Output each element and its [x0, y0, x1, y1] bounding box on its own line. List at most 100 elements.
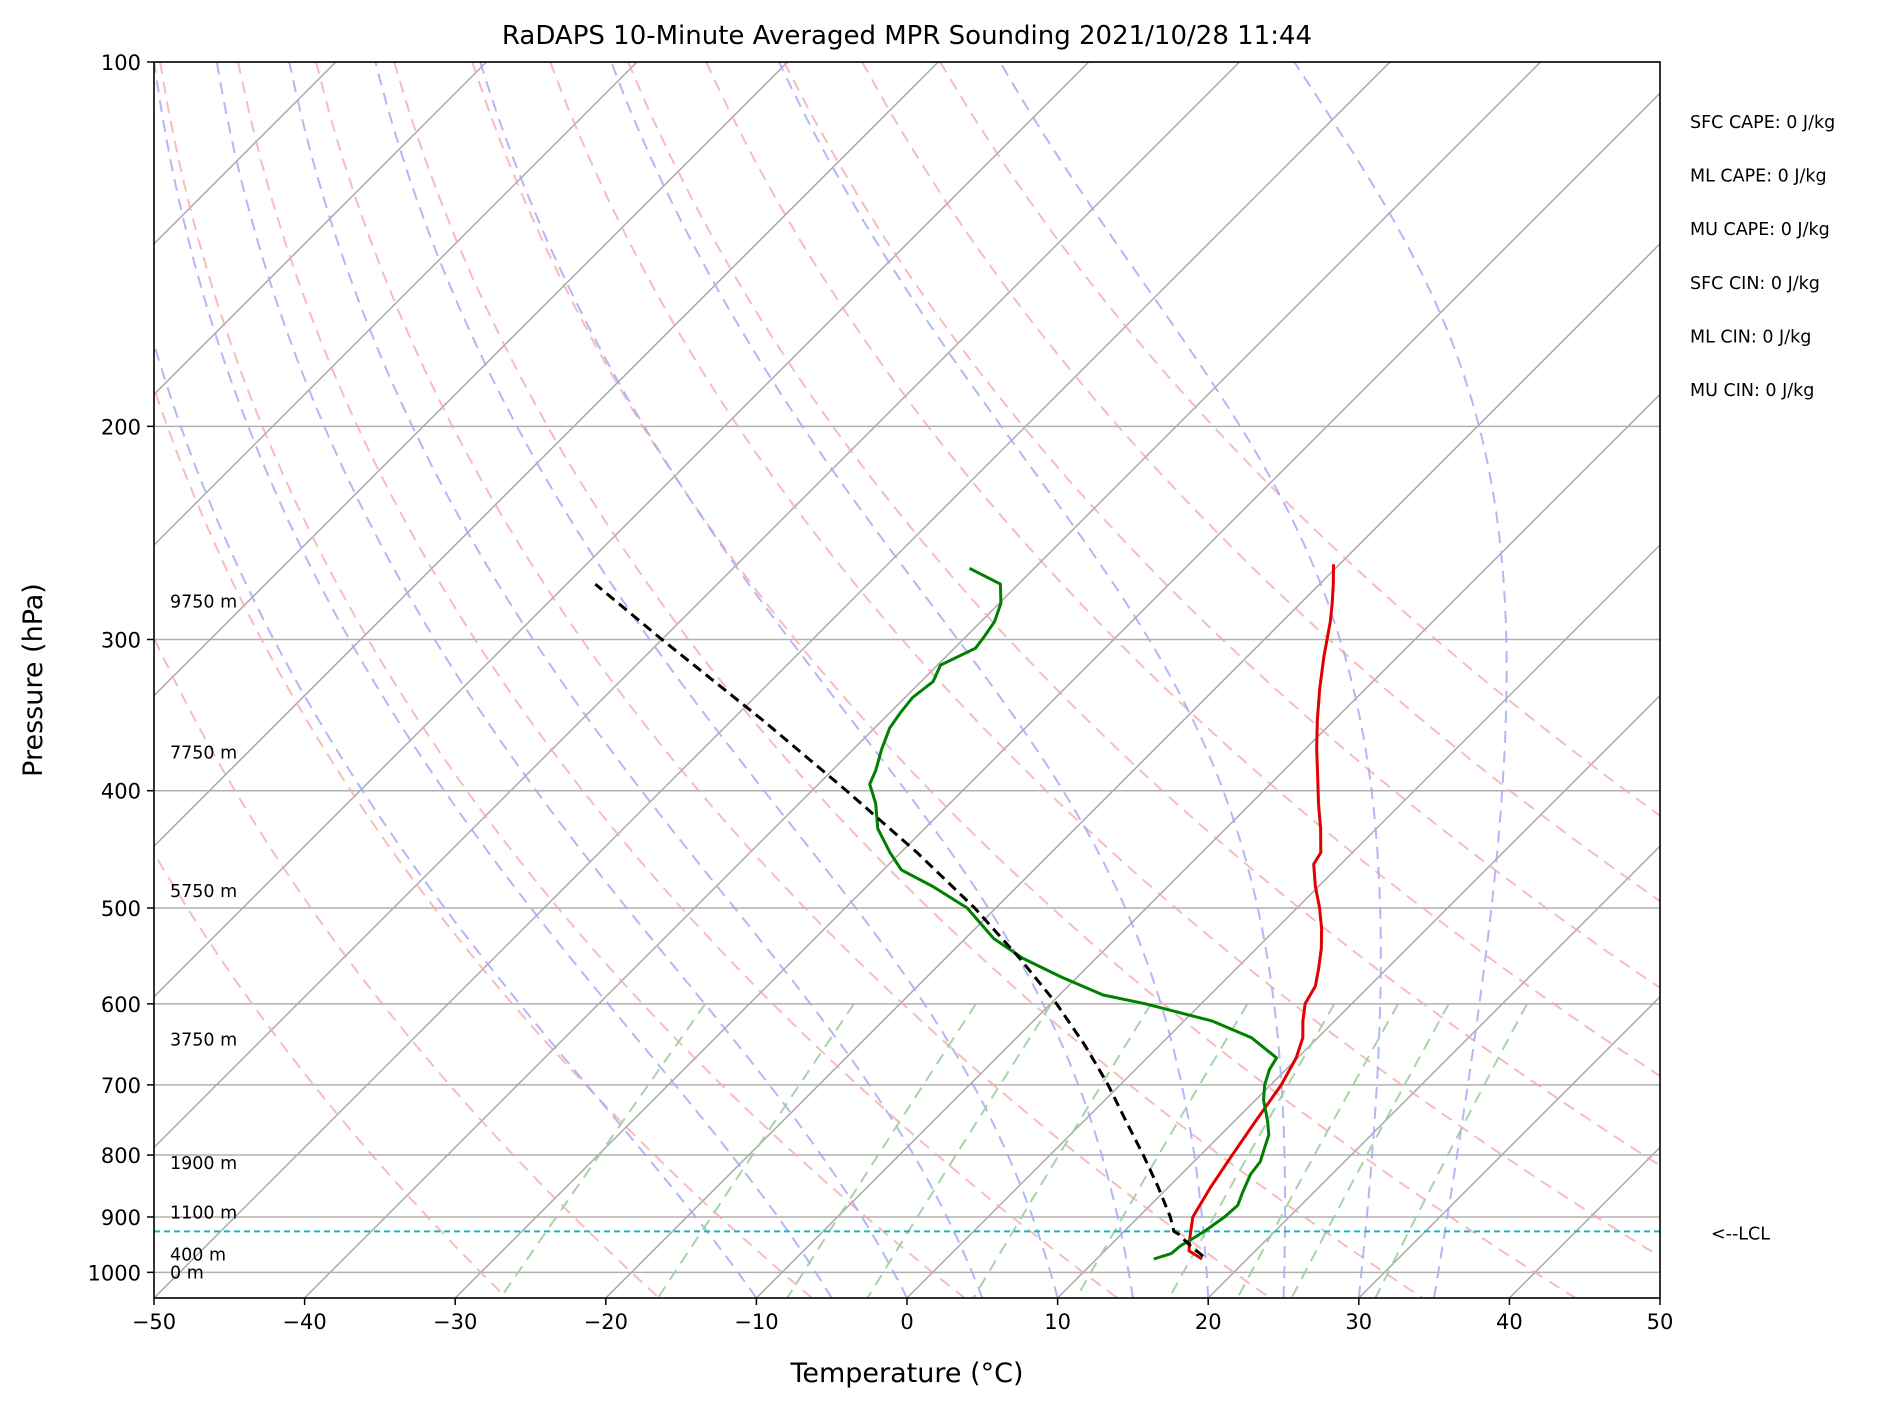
x-tick-label: −10 — [734, 1310, 778, 1334]
y-tick-label: 600 — [101, 993, 141, 1017]
y-tick-label: 800 — [101, 1144, 141, 1168]
x-tick-label: −30 — [433, 1310, 477, 1334]
mixing-ratio-line — [1168, 1003, 1336, 1298]
isotherm-line — [1358, 995, 1660, 1298]
x-tick-label: 50 — [1647, 1310, 1674, 1334]
mixing-ratio-line — [786, 1003, 977, 1298]
chart-title: RaDAPS 10-Minute Averaged MPR Sounding 2… — [502, 21, 1312, 51]
y-tick-label: 700 — [101, 1074, 141, 1098]
y-tick-label: 900 — [101, 1206, 141, 1230]
x-tick-label: 0 — [900, 1310, 913, 1334]
lcl-annotation: <--LCL — [1711, 1224, 1770, 1244]
isotherm-line — [154, 62, 487, 396]
dry-adiabat-line — [783, 62, 1660, 990]
x-tick-label: 40 — [1496, 1310, 1523, 1334]
dry-adiabat-line — [939, 62, 1660, 817]
y-axis-ticks: 100 200 300 400 500 600 700 800 900 1000 — [88, 51, 154, 1285]
height-label: 7750 m — [170, 744, 237, 764]
y-tick-label: 400 — [101, 780, 141, 804]
dry-adiabat-line — [237, 62, 1119, 1298]
y-axis-label: Pressure (hPa) — [18, 583, 49, 777]
isotherm-line — [1207, 845, 1660, 1298]
x-axis-label: Temperature (°C) — [789, 1358, 1023, 1389]
isotherm-lines — [154, 62, 1660, 1298]
dry-adiabat-line — [861, 62, 1660, 903]
y-tick-label: 500 — [101, 897, 141, 921]
isotherm-line — [154, 62, 1090, 998]
sounding-series — [594, 564, 1335, 1261]
moist-adiabat-lines — [154, 62, 1508, 1298]
isotherm-line — [304, 62, 1542, 1298]
temperature-profile — [1187, 564, 1335, 1261]
x-tick-label: 10 — [1044, 1310, 1071, 1334]
moist-adiabat-line — [778, 62, 1287, 1298]
moist-adiabat-line — [154, 62, 833, 1298]
isotherm-line — [154, 62, 337, 245]
moist-adiabat-line — [154, 340, 758, 1298]
dry-adiabat-line — [159, 62, 966, 1298]
mixing-ratio-line — [1290, 1003, 1450, 1298]
dry-adiabat-line — [154, 851, 508, 1298]
dewpoint-profile — [868, 566, 1279, 1261]
y-tick-label: 1000 — [88, 1261, 141, 1285]
moist-adiabat-line — [479, 62, 1134, 1298]
y-tick-label: 200 — [101, 415, 141, 439]
mixing-ratio-line — [499, 1003, 707, 1298]
mixing-ratio-line — [1236, 1003, 1400, 1298]
dry-adiabat-line — [549, 62, 1660, 1258]
isotherm-line — [1508, 1146, 1660, 1298]
isotherm-line — [154, 62, 1391, 1298]
height-label: 9750 m — [170, 592, 237, 612]
dry-adiabat-line — [154, 384, 813, 1298]
dry-adiabat-line — [393, 62, 1424, 1298]
plot-frame — [153, 61, 1661, 1299]
isotherm-line — [154, 62, 638, 547]
x-tick-label: 30 — [1345, 1310, 1372, 1334]
stability-parameters: SFC CAPE: 0 J/kg ML CAPE: 0 J/kg MU CAPE: … — [1690, 113, 1835, 401]
parcel-profile — [594, 582, 1205, 1258]
isotherm-line — [454, 92, 1660, 1298]
x-tick-label: −40 — [282, 1310, 326, 1334]
moist-adiabat-line — [610, 62, 1210, 1298]
isotherm-line — [154, 62, 1240, 1149]
dry-adiabat-line — [315, 62, 1271, 1298]
moist-adiabat-line — [374, 62, 1059, 1298]
stability-parameter: SFC CIN: 0 J/kg — [1690, 274, 1820, 294]
stability-parameter: ML CAPE: 0 J/kg — [1690, 167, 1827, 187]
isotherm-line — [605, 242, 1660, 1298]
height-label: 3750 m — [170, 1030, 237, 1050]
x-tick-label: −20 — [584, 1310, 628, 1334]
y-tick-label: 100 — [101, 51, 141, 75]
stability-parameter: ML CIN: 0 J/kg — [1690, 327, 1811, 347]
isotherm-line — [154, 62, 789, 697]
height-label: 0 m — [170, 1263, 204, 1283]
dry-adiabat-lines — [154, 62, 1660, 1298]
stability-parameter: MU CIN: 0 J/kg — [1690, 381, 1814, 401]
dry-adiabat-line — [627, 62, 1660, 1167]
height-label: 1900 m — [170, 1154, 237, 1174]
x-tick-label: 20 — [1195, 1310, 1222, 1334]
mixing-ratio-line — [866, 1003, 1053, 1298]
pressure-gridlines — [154, 62, 1660, 1274]
mixing-ratio-line — [656, 1003, 855, 1298]
moist-adiabat-line — [999, 62, 1382, 1298]
isotherm-line — [906, 543, 1660, 1298]
lcl-label: <--LCL — [1711, 1224, 1770, 1244]
isotherm-line — [154, 62, 939, 848]
moist-adiabat-line — [1293, 62, 1508, 1298]
y-tick-label: 300 — [101, 628, 141, 652]
x-tick-label: −50 — [132, 1310, 176, 1334]
moist-adiabat-line — [288, 62, 984, 1298]
mixing-ratio-line — [1075, 1003, 1249, 1298]
height-labels: 9750 m 7750 m 5750 m 3750 m 1900 m 1100 m 400 … — [170, 592, 237, 1283]
mixing-ratio-lines — [499, 1003, 1528, 1298]
mixing-ratio-line — [1374, 1003, 1528, 1298]
stability-parameter: MU CAPE: 0 J/kg — [1690, 220, 1830, 240]
height-label: 400 m — [170, 1246, 226, 1266]
height-label: 5750 m — [170, 882, 237, 902]
x-axis-ticks: −50 −40 −30 −20 −10 0 10 20 30 40 50 — [132, 1298, 1674, 1334]
moist-adiabat-line — [215, 62, 908, 1298]
dry-adiabat-line — [471, 62, 1577, 1298]
dry-adiabat-line — [705, 62, 1660, 1078]
